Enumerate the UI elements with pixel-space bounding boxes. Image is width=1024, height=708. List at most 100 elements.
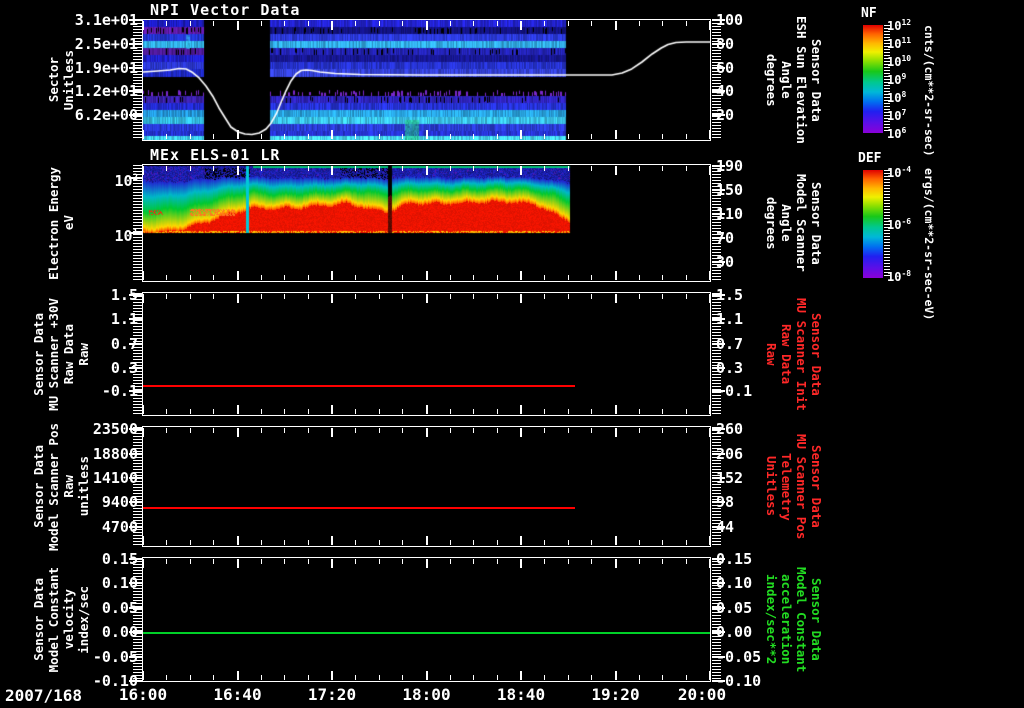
time-tick-bottom [307,675,309,680]
time-tick-bottom [189,275,191,280]
time-tick-top [591,559,593,564]
y-major-tick-right [712,631,725,634]
time-tick-bottom [709,671,711,680]
y-major-tick-right [712,19,725,21]
time-tick-top [591,21,593,26]
time-tick-top [425,166,428,175]
time-tick-top [189,166,191,171]
time-tick-bottom [189,675,191,680]
y-tick-label: 3.1e+01 [74,11,138,29]
time-tick-top [614,559,617,568]
time-tick-top [378,21,380,26]
right-y-tick-label: 150 [716,181,744,200]
time-tick-bottom [236,536,239,545]
time-tick-top [402,559,404,564]
time-tick-top [473,428,475,433]
time-tick-bottom [189,134,191,139]
right-y-tick-label: 1.5 [716,286,744,305]
time-tick-top [614,166,617,175]
right-y-tick-label: 0.3 [716,358,744,377]
time-tick-bottom [614,405,617,414]
time-tick-top [355,166,357,171]
y-tick-label: 0.3 [110,358,138,377]
time-tick-bottom [260,540,262,545]
y-major-tick-right [712,452,725,455]
y-tick-label: 101 [114,226,138,245]
y-tick-label: 0.7 [110,334,138,353]
time-tick-top [709,21,711,30]
time-tick-bottom [449,675,451,680]
time-tick-top [331,166,333,175]
right-axis-title-line: Angle [779,61,794,99]
time-tick-top [142,166,144,175]
y-tick-label: 0.05 [101,598,138,617]
time-tick-top [662,294,664,299]
time-tick-top [307,166,309,171]
y-axis-title-line: Sensor Data [31,445,46,528]
x-tick-label: 18:40 [496,685,546,704]
y-major-tick-left [129,655,142,658]
right-y-tick-label: 260 [716,420,744,439]
time-tick-bottom [614,271,617,280]
y-tick-label: 4700 [101,517,138,536]
time-tick-top [662,559,664,564]
y-tick-label: -0.1 [101,382,138,401]
time-tick-bottom [473,540,475,545]
time-tick-top [638,166,640,171]
time-tick-bottom [331,536,333,545]
time-tick-bottom [142,671,144,680]
time-tick-bottom [402,275,404,280]
time-tick-top [189,559,191,564]
time-tick-top [166,294,168,299]
panel-frame [142,164,711,282]
time-tick-top [544,21,546,26]
time-tick-top [449,21,451,26]
time-tick-bottom [213,409,215,414]
time-tick-top [662,428,664,433]
time-tick-top [213,21,215,26]
y-tick-label: 2.5e+01 [74,34,138,53]
time-tick-bottom [473,275,475,280]
time-tick-top [307,294,309,299]
time-tick-bottom [142,271,144,280]
time-tick-bottom [378,675,380,680]
time-tick-bottom [213,675,215,680]
time-tick-top [355,294,357,299]
right-axis-title: Sensor Data MU Scanner Init Raw Data Raw [752,293,836,415]
time-tick-top [355,21,357,26]
y-major-tick-right [712,390,725,393]
right-y-tick-label: 100 [716,11,744,29]
time-tick-top [236,559,239,568]
time-tick-bottom [402,540,404,545]
time-tick-bottom [166,540,168,545]
time-tick-bottom [236,271,239,280]
y-major-tick-left [129,631,142,634]
time-tick-bottom [260,675,262,680]
right-axis-title-line: Sensor Data [809,578,824,661]
time-tick-bottom [355,134,357,139]
time-tick-top [520,21,522,30]
time-tick-top [166,559,168,564]
time-tick-top [473,294,475,299]
y-axis-title-line: unitless [76,456,91,517]
right-axis-title-line: Model Constant [794,566,809,673]
time-tick-top [142,294,144,303]
panel-frame [142,557,711,682]
time-tick-bottom [331,130,333,139]
y-major-tick-left [129,525,142,528]
time-tick-bottom [544,275,546,280]
y-tick-label: 18800 [92,444,138,463]
time-tick-top [685,294,687,299]
time-tick-top [189,21,191,26]
time-tick-bottom [236,405,239,414]
y-major-tick-left [129,477,142,480]
right-axis-title-line: Sensor Data [809,312,824,396]
time-tick-bottom [709,536,711,545]
time-tick-top [213,559,215,564]
y-major-tick-left [129,366,142,369]
time-tick-top [213,294,215,299]
y-major-tick-right [712,557,725,560]
time-tick-top [473,559,475,564]
time-tick-top [685,21,687,26]
time-tick-bottom [166,409,168,414]
